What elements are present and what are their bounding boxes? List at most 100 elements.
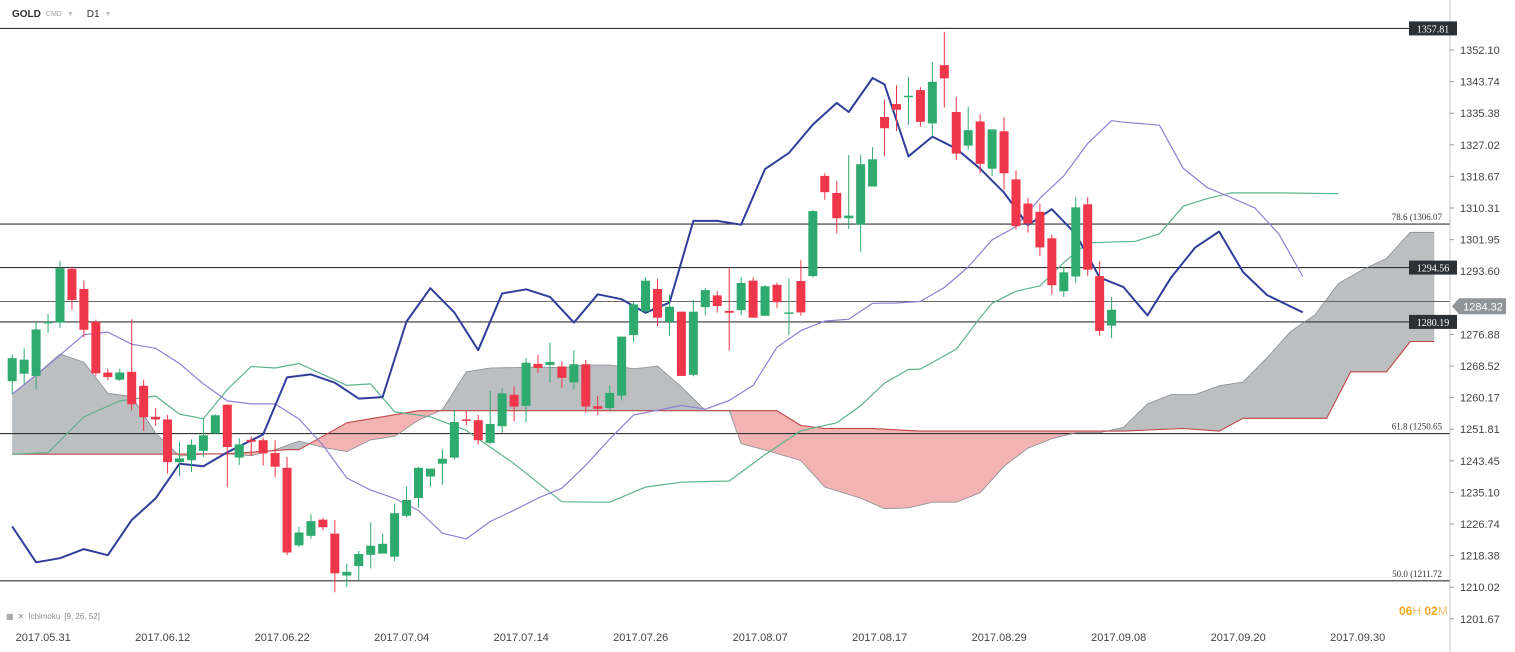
- candle: [414, 467, 423, 508]
- candle-body: [820, 175, 830, 193]
- candle: [533, 354, 543, 373]
- candle-body: [664, 306, 674, 322]
- candle-body: [186, 444, 196, 461]
- candle-body: [354, 554, 364, 567]
- x-tick-label: 2017.07.14: [494, 632, 549, 644]
- candle-body: [605, 392, 615, 409]
- fib-level-label: 78.6 (1306.07: [1392, 212, 1443, 222]
- candle: [402, 486, 412, 518]
- candle-body: [127, 371, 137, 405]
- y-tick-label: 1310.31: [1460, 203, 1500, 215]
- candle-body: [987, 129, 997, 169]
- candle: [91, 319, 101, 376]
- candle: [832, 180, 842, 234]
- cloud-bearish: [732, 410, 1109, 509]
- candle: [736, 277, 746, 316]
- candle: [784, 278, 794, 336]
- price-tag: 1280.19: [1409, 314, 1457, 329]
- indicator-legend: ▦ ✕ Ichimoku [9, 26, 52]: [6, 612, 100, 621]
- indicator-icon[interactable]: ▦: [6, 612, 14, 621]
- candle-body: [892, 104, 901, 110]
- timeframe-selector[interactable]: D1: [86, 9, 100, 20]
- candle: [1011, 170, 1021, 230]
- candle-body: [330, 533, 340, 574]
- candle: [258, 437, 268, 466]
- candle-body: [425, 468, 435, 477]
- candle: [7, 354, 17, 395]
- candle: [509, 386, 519, 422]
- candle-body: [748, 280, 758, 318]
- candle: [748, 277, 758, 318]
- candle-body: [43, 321, 53, 324]
- price-tag-label: 1294.56: [1417, 264, 1450, 275]
- candle-body: [378, 543, 388, 554]
- candle: [724, 267, 734, 351]
- candle: [318, 517, 328, 531]
- candle-body: [497, 393, 507, 427]
- candle: [1047, 234, 1057, 295]
- candle: [617, 336, 627, 401]
- candle-body: [390, 513, 400, 557]
- tenkan-sen-line: [11, 120, 1304, 540]
- candle: [473, 414, 483, 445]
- candle: [294, 526, 304, 548]
- candle-body: [1035, 211, 1045, 248]
- candle: [1083, 197, 1093, 276]
- x-tick-label: 2017.09.08: [1091, 632, 1146, 644]
- candle-body: [79, 288, 89, 330]
- candle-body: [856, 164, 866, 225]
- candle: [103, 368, 113, 381]
- candle-body: [688, 311, 698, 375]
- candle-body: [593, 406, 603, 409]
- candle-body: [163, 419, 173, 463]
- price-tag-bg: [1409, 314, 1457, 329]
- y-tick-label: 1251.81: [1460, 424, 1500, 436]
- chevron-down-icon[interactable]: ▼: [104, 11, 112, 18]
- candle: [521, 357, 531, 423]
- candle-body: [461, 419, 471, 421]
- candle: [139, 379, 149, 431]
- candle: [461, 410, 471, 426]
- y-tick-label: 1201.67: [1460, 614, 1500, 626]
- candle-body: [569, 364, 579, 383]
- y-tick-label: 1243.45: [1460, 456, 1500, 468]
- price-tag: 1294.56: [1409, 260, 1457, 275]
- candle: [987, 129, 997, 176]
- current-price-marker: 1284.32: [1452, 298, 1506, 315]
- candle-body: [653, 288, 662, 318]
- candle-body: [1047, 238, 1057, 286]
- candle: [903, 76, 913, 125]
- candle: [31, 321, 41, 390]
- candle-body: [139, 385, 149, 418]
- candle-body: [581, 364, 591, 407]
- candle: [1071, 197, 1081, 283]
- candle-body: [1095, 276, 1105, 331]
- timer-hours: 06: [1399, 604, 1413, 618]
- candle-body: [103, 372, 113, 378]
- candle: [557, 361, 567, 389]
- ichimoku-lines: [11, 77, 1435, 564]
- candle: [915, 87, 925, 127]
- y-tick-label: 1301.95: [1460, 235, 1500, 247]
- close-icon[interactable]: ✕: [17, 612, 25, 621]
- candle-body: [772, 284, 782, 303]
- candle: [820, 173, 830, 200]
- candle-body: [736, 282, 746, 311]
- candle: [593, 395, 603, 416]
- timer-minutes-unit: M: [1437, 604, 1448, 618]
- candle-body: [509, 394, 519, 407]
- candle: [653, 278, 662, 327]
- candle: [175, 442, 184, 477]
- candle: [186, 439, 196, 472]
- candle-body: [629, 304, 639, 336]
- candle-body: [975, 121, 985, 164]
- candle-body: [999, 131, 1009, 174]
- candle-body: [67, 268, 77, 300]
- candle-body: [246, 439, 256, 442]
- candle: [210, 414, 220, 434]
- chevron-down-icon[interactable]: ▼: [66, 11, 74, 18]
- symbol-label[interactable]: GOLD: [12, 9, 41, 20]
- senkou-span-b-line: [12, 340, 1435, 455]
- candle-body: [844, 215, 854, 219]
